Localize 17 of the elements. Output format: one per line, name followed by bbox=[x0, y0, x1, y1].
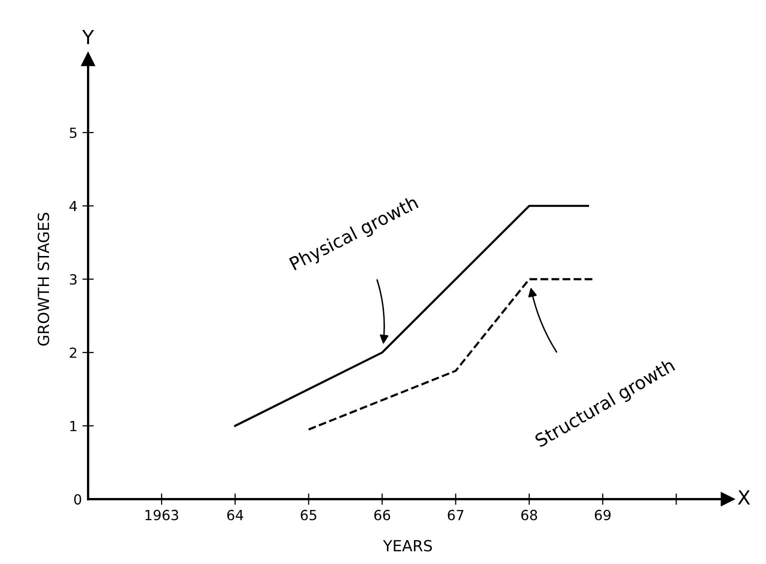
x-tick-label: 69 bbox=[594, 510, 611, 520]
text: Y bbox=[82, 30, 94, 44]
y-tick-label: 0 bbox=[74, 494, 82, 505]
y-tick-label: 3 bbox=[70, 274, 77, 285]
x-tick-label: 65 bbox=[300, 510, 316, 520]
x-tick-label: 64 bbox=[227, 510, 244, 520]
y-tick-label: 5 bbox=[70, 128, 76, 138]
x-tick-label: 66 bbox=[374, 510, 390, 520]
text: X bbox=[738, 490, 750, 505]
x-tick-label: 68 bbox=[521, 510, 538, 520]
x-tick-label: 67 bbox=[448, 510, 464, 520]
y-axis-title: GROWTH STAGES bbox=[38, 212, 50, 346]
y-tick-label: 1 bbox=[70, 420, 76, 432]
y-tick-label: 2 bbox=[70, 347, 76, 358]
x-tick-label: 1963 bbox=[145, 510, 178, 520]
x-axis-title: YEARS bbox=[382, 540, 432, 552]
y-tick-label: 4 bbox=[70, 201, 77, 212]
